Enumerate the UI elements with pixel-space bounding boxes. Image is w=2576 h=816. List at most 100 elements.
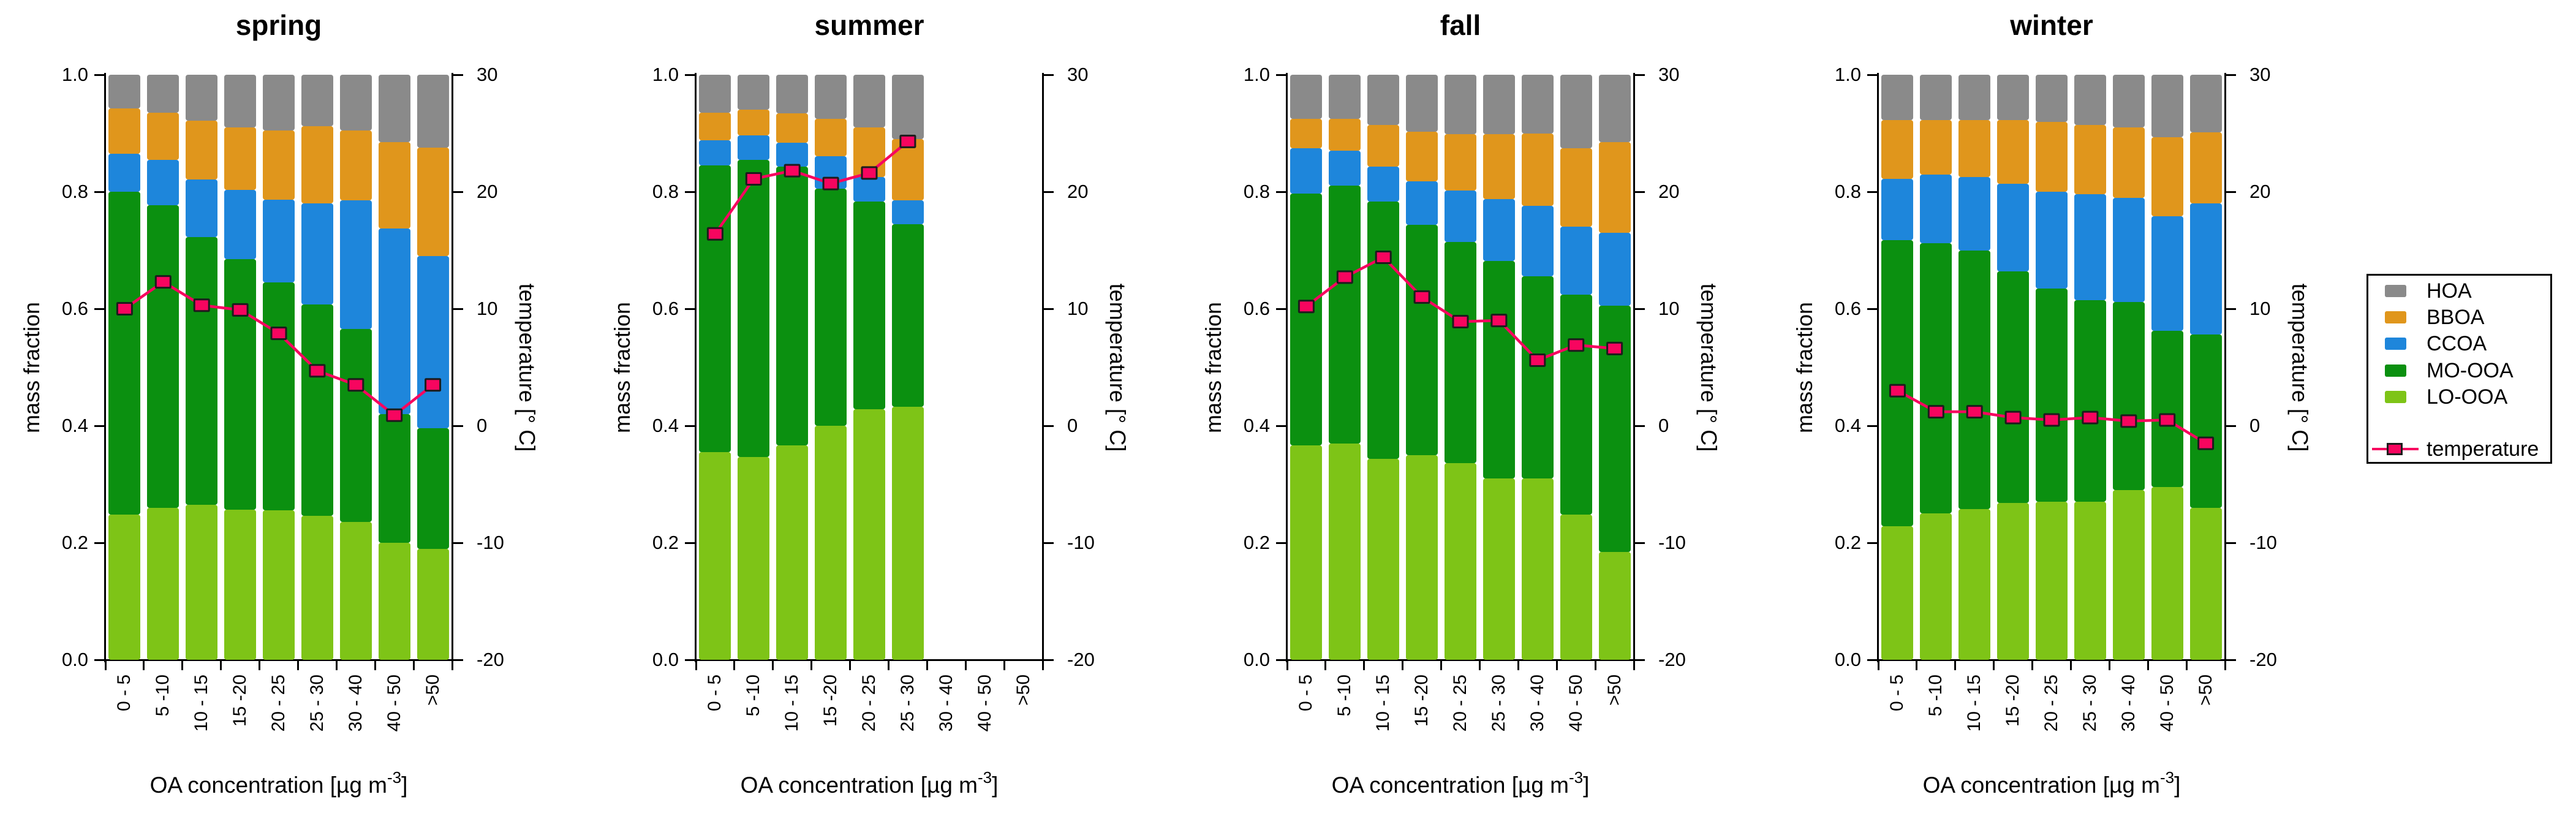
y2-axis-tick-label: 0 [1067, 415, 1078, 436]
bar-segment-mo-ooa [699, 165, 731, 452]
y-axis-tick [685, 308, 695, 310]
y-axis-tick-label: 0.8 [1834, 181, 1861, 202]
bar-segment-lo-ooa [2151, 487, 2183, 660]
y-axis-tick [1867, 191, 1877, 193]
temperature-series [116, 275, 442, 422]
temperature-marker [1966, 405, 1983, 419]
temperature-marker [706, 227, 723, 241]
x-axis-tick [2069, 661, 2072, 670]
y-axis-tick [94, 542, 104, 544]
x-axis-title-superscript: -3 [2160, 768, 2175, 787]
y-axis-tick-label: 1.0 [652, 64, 679, 85]
y-axis-tick-label: 0.6 [1243, 298, 1270, 319]
temperature-marker [193, 298, 210, 312]
y-axis-tick [1867, 542, 1877, 544]
bar-segment-ccoa [853, 177, 885, 202]
y-axis-title: mass fraction [610, 301, 635, 434]
bar-segment-bboa [301, 126, 333, 204]
bar-segment-hoa [224, 75, 257, 127]
bar-segment-bboa [1997, 120, 2030, 184]
bar-segment-mo-ooa [1367, 202, 1400, 459]
bar-segment-lo-ooa [1483, 478, 1515, 660]
y2-axis-line [1633, 73, 1635, 662]
y-axis-tick-label: 0.8 [1243, 181, 1270, 202]
x-axis-title: OA concentration [µg m-3] [1878, 768, 2225, 798]
y2-axis-tick [2226, 425, 2236, 427]
bar-segment-ccoa [301, 203, 333, 305]
y2-axis-tick-label: -20 [1658, 649, 1686, 670]
bar-segment-lo-ooa [1521, 478, 1554, 660]
bar-segment-ccoa [1881, 178, 1914, 241]
x-axis-title-superscript: -3 [387, 768, 402, 787]
bar-segment-hoa [2074, 75, 2106, 126]
bar-segment-hoa [891, 75, 924, 140]
x-axis-line [104, 659, 453, 661]
y-axis-tick-label: 1.0 [61, 64, 88, 85]
y2-axis-tick [453, 191, 463, 193]
bar-segment-lo-ooa [263, 510, 295, 660]
bar-segment-ccoa [186, 179, 218, 237]
bar-segment-ccoa [1920, 175, 1952, 244]
x-axis-tick [695, 661, 697, 670]
x-axis-title-bracket: ] [401, 773, 408, 798]
x-axis-tick [335, 661, 338, 670]
legend-label: LO-OOA [2427, 385, 2508, 409]
x-axis-tick [1402, 661, 1404, 670]
bar-segment-lo-ooa [1367, 459, 1400, 660]
bar-segment-ccoa [699, 140, 731, 166]
bar-segment-mo-ooa [2036, 288, 2068, 502]
bar-segment-hoa [1598, 75, 1631, 142]
x-axis-tick [1993, 661, 1995, 670]
y2-axis-tick [1044, 542, 1054, 544]
y2-axis-tick-label: 30 [1658, 64, 1680, 85]
y2-axis-tick [1044, 425, 1054, 427]
bar-segment-lo-ooa [186, 504, 218, 660]
temperature-marker [1375, 251, 1392, 264]
y2-axis-tick [1635, 542, 1645, 544]
bar-segment-bboa [815, 118, 847, 156]
bar-segment-bboa [1445, 134, 1476, 191]
y2-axis-tick [1635, 74, 1645, 76]
x-axis-title-bracket: ] [1583, 773, 1590, 798]
bar-segment-mo-ooa [1290, 193, 1323, 445]
bar-segment-lo-ooa [301, 516, 333, 660]
bar-segment-bboa [1881, 120, 1914, 179]
bar-segment-hoa [1445, 75, 1476, 135]
temperature-marker [1452, 315, 1469, 328]
bar-segment-ccoa [1997, 183, 2030, 271]
bar-segment-ccoa [1406, 181, 1438, 225]
y2-axis-tick-label: 0 [477, 415, 488, 436]
x-axis-tick [412, 661, 415, 670]
x-axis-tick [143, 661, 145, 670]
temperature-marker [1297, 300, 1315, 314]
y2-axis-tick [1044, 191, 1054, 193]
y-axis-tick [685, 191, 695, 193]
y-axis-tick-label: 0.0 [1243, 649, 1270, 670]
x-axis-tick [1877, 661, 1879, 670]
x-axis-tick [849, 661, 852, 670]
bar-segment-hoa [1329, 75, 1361, 119]
bar-segment-hoa [1367, 75, 1400, 126]
x-axis-title-text: OA concentration [µg m [1331, 773, 1569, 798]
temperature-marker [2004, 410, 2022, 425]
y2-axis-tick [2226, 542, 2236, 544]
bar-segment-bboa [186, 121, 218, 179]
bar-segment-hoa [776, 75, 809, 114]
bar-segment-ccoa [378, 229, 410, 414]
bar-segment-bboa [1920, 120, 1952, 175]
bar-segment-ccoa [1958, 177, 1991, 251]
bar-segment-mo-ooa [417, 428, 449, 549]
y-axis-tick-label: 0.0 [1834, 649, 1861, 670]
bar-segment-lo-ooa [699, 451, 731, 660]
x-axis-tick [220, 661, 222, 670]
bar-segment-lo-ooa [2036, 502, 2068, 660]
y2-axis-tick [2226, 659, 2236, 661]
bar-segment-hoa [339, 75, 372, 130]
bar-segment-ccoa [339, 200, 372, 330]
legend-swatch-bboa [2385, 311, 2406, 323]
temperature-marker [784, 164, 801, 178]
bar-segment-hoa [263, 75, 295, 130]
bar-segment-bboa [1598, 142, 1631, 233]
x-axis-tick [2147, 661, 2149, 670]
y-axis-title: mass fraction [1792, 301, 1817, 434]
